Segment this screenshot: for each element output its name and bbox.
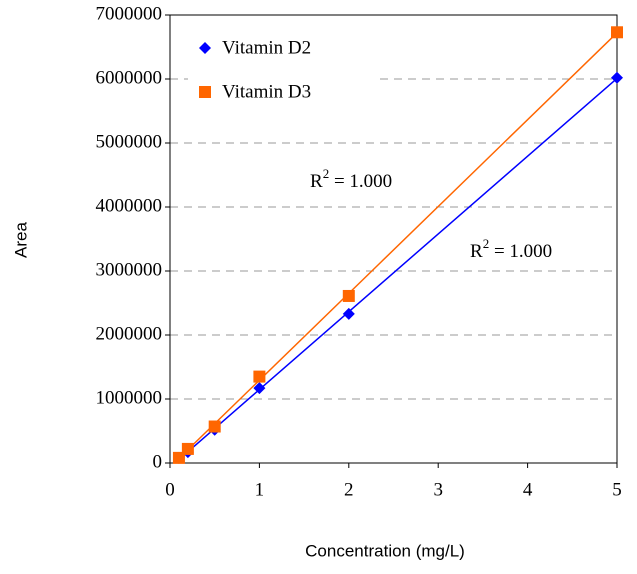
- y-tick-label: 4000000: [96, 195, 163, 216]
- y-tick-label: 2000000: [96, 323, 163, 344]
- x-tick-label: 4: [523, 479, 533, 500]
- legend-label: Vitamin D3: [222, 81, 311, 102]
- point: [181, 442, 194, 455]
- annotation-base: R: [310, 171, 323, 192]
- point: [208, 420, 221, 433]
- y-tick-label: 1000000: [96, 387, 163, 408]
- legend-marker: [199, 42, 211, 54]
- x-tick-label: 1: [255, 479, 265, 500]
- annotation-rest: = 1.000: [329, 171, 392, 192]
- x-tick-label: 5: [612, 479, 622, 500]
- annotation-base: R: [470, 241, 483, 262]
- y-tick-label: 5000000: [96, 131, 163, 152]
- y-axis-title: Area: [11, 222, 30, 258]
- x-tick-label: 0: [165, 479, 175, 500]
- annotation-sup: 2: [483, 236, 490, 251]
- annotation-sup: 2: [323, 166, 330, 181]
- point: [611, 26, 623, 39]
- y-tick-label: 6000000: [96, 67, 163, 88]
- y-tick-label: 0: [153, 451, 163, 472]
- trendline: [178, 77, 618, 461]
- trendline: [178, 32, 618, 459]
- plot-frame: [169, 14, 618, 464]
- legend-box: [188, 30, 378, 110]
- legend-label: Vitamin D2: [222, 37, 311, 58]
- point: [253, 370, 266, 383]
- annotation-rest: = 1.000: [489, 241, 552, 262]
- point: [253, 382, 266, 395]
- legend-marker: [199, 86, 211, 98]
- annotation: R2 = 1.000: [310, 166, 392, 192]
- x-tick-label: 2: [344, 479, 354, 500]
- annotation: R2 = 1.000: [470, 236, 552, 262]
- point: [342, 289, 355, 302]
- point: [342, 307, 355, 320]
- y-tick-label: 3000000: [96, 259, 163, 280]
- y-tick-label: 7000000: [96, 3, 163, 24]
- x-axis-title: Concentration (mg/L): [305, 541, 465, 560]
- x-tick-label: 3: [433, 479, 443, 500]
- point: [611, 71, 623, 84]
